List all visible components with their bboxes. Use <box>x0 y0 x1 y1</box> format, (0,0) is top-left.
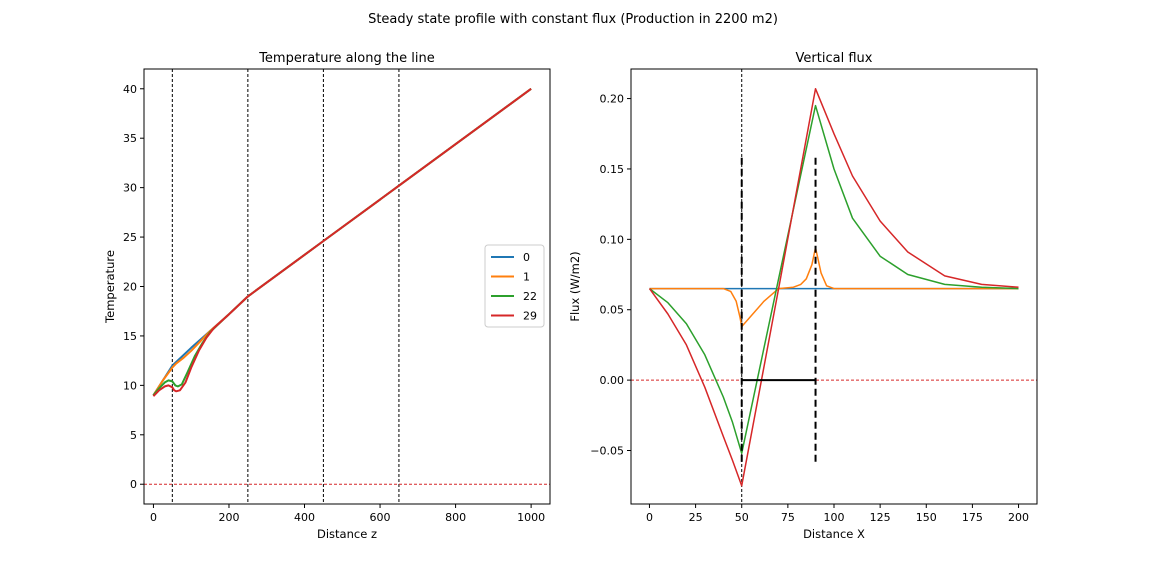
legend-label: 22 <box>523 290 537 303</box>
y-tick-label: −0.05 <box>590 445 624 458</box>
x-tick-label: 0 <box>150 511 157 524</box>
chart-title: Vertical flux <box>796 51 873 66</box>
y-tick-label: 5 <box>130 429 137 442</box>
series-line-29 <box>648 87 1019 487</box>
y-tick-label: 25 <box>123 231 137 244</box>
legend-label: 29 <box>523 310 537 323</box>
y-tick-label: 35 <box>123 132 137 145</box>
x-axis-label: Distance X <box>803 527 865 541</box>
x-tick-label: 50 <box>735 511 749 524</box>
legend: 0 1 22 29 <box>484 244 545 328</box>
x-tick-label: 600 <box>370 511 391 524</box>
x-tick-label: 150 <box>916 511 937 524</box>
figure-suptitle: Steady state profile with constant flux … <box>368 12 778 27</box>
series-line-1 <box>649 247 1019 328</box>
legend-frame <box>484 244 545 328</box>
chart-title: Temperature along the line <box>258 51 435 66</box>
y-tick-label: 0.05 <box>600 304 625 317</box>
series-line-0 <box>152 87 532 396</box>
x-tick-label: 25 <box>689 511 703 524</box>
x-tick-label: 400 <box>294 511 315 524</box>
x-tick-label: 200 <box>1008 511 1029 524</box>
x-tick-label: 100 <box>824 511 845 524</box>
x-tick-label: 125 <box>870 511 891 524</box>
legend-label: 1 <box>523 271 530 284</box>
x-tick-label: 75 <box>781 511 795 524</box>
x-tick-label: 0 <box>646 511 653 524</box>
y-axis-label: Temperature <box>103 250 117 324</box>
chart-2: 0 25 50 75 100 125 150 175 200 −0.05 0.00 0.05 0.10 0… <box>568 51 1038 541</box>
y-tick-label: 40 <box>123 83 137 96</box>
series-line-1 <box>152 87 532 396</box>
y-tick-label: 0 <box>130 478 137 491</box>
x-tick-label: 800 <box>445 511 466 524</box>
x-tick-label: 1000 <box>517 511 545 524</box>
series-line-29 <box>152 87 532 397</box>
x-tick-label: 175 <box>962 511 983 524</box>
x-axis-label: Distance z <box>317 527 377 541</box>
y-tick-label: 30 <box>123 182 137 195</box>
y-tick-label: 0.00 <box>600 374 625 387</box>
y-tick-label: 15 <box>123 330 137 343</box>
chart-1: 0 200 400 600 800 10000510152025303540Tempera… <box>103 51 551 541</box>
x-tick-label: 200 <box>218 511 239 524</box>
y-tick-label: 0.15 <box>600 163 625 176</box>
y-axis-label: Flux (W/m2) <box>568 251 582 321</box>
series-line-22 <box>152 87 532 396</box>
y-tick-label: 10 <box>123 379 137 392</box>
y-tick-label: 20 <box>123 281 137 294</box>
y-tick-label: 0.10 <box>600 233 625 246</box>
y-tick-label: 0.20 <box>600 93 625 106</box>
legend-label: 0 <box>523 251 530 264</box>
